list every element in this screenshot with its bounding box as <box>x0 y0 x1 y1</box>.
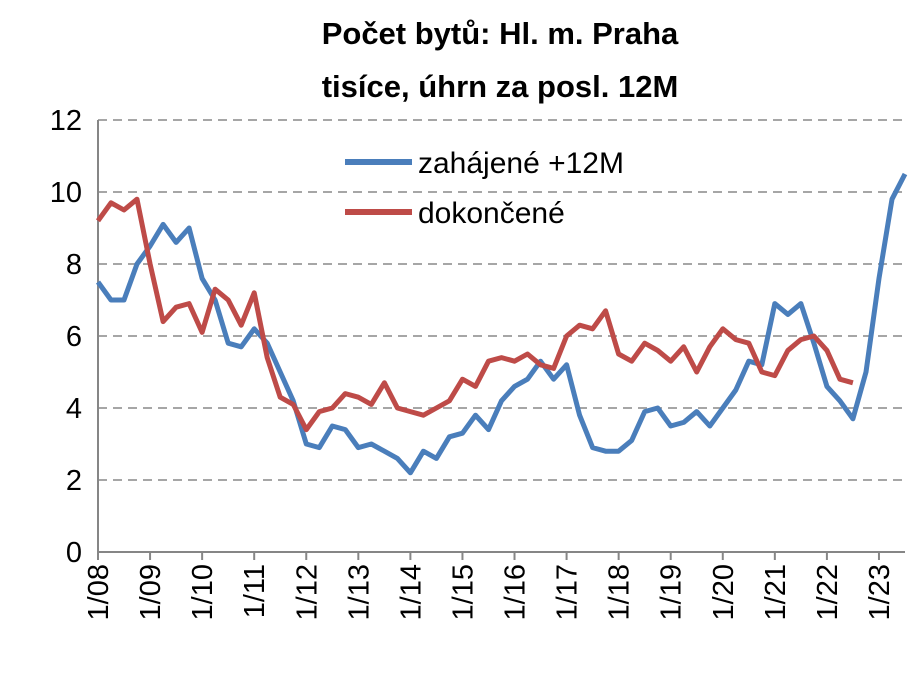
x-tick-label: 1/09 <box>135 564 167 620</box>
y-tick-label: 8 <box>66 249 82 281</box>
x-tick-label: 1/14 <box>395 564 427 620</box>
x-tick-label: 1/12 <box>291 564 323 620</box>
x-tick-label: 1/17 <box>552 564 584 620</box>
y-tick-label: 2 <box>66 465 82 497</box>
y-tick-label: 10 <box>50 177 82 209</box>
y-tick-label: 6 <box>66 321 82 353</box>
x-tick-label: 1/18 <box>604 564 636 620</box>
x-tick-label: 1/15 <box>447 564 479 620</box>
series-line <box>95 196 854 433</box>
x-tick-label: 1/08 <box>83 564 115 620</box>
chart-subtitle: tisíce, úhrn za posl. 12M <box>322 69 679 104</box>
legend-label: dokončené <box>418 197 565 230</box>
x-tick-label: 1/16 <box>500 564 532 620</box>
x-tick-label: 1/19 <box>656 564 688 620</box>
x-tick-label: 1/20 <box>708 564 740 620</box>
chart-title: Počet bytů: Hl. m. Praha <box>322 16 679 51</box>
x-tick-label: 1/21 <box>760 564 792 620</box>
x-tick-label: 1/10 <box>187 564 219 620</box>
legend-label: zahájené +12M <box>418 147 624 180</box>
y-tick-label: 12 <box>50 105 82 137</box>
y-tick-label: 0 <box>66 537 82 569</box>
x-tick-label: 1/23 <box>864 564 896 620</box>
x-tick-label: 1/22 <box>812 564 844 620</box>
y-tick-label: 4 <box>66 393 82 425</box>
x-tick-label: 1/11 <box>239 564 271 618</box>
x-tick-label: 1/13 <box>343 564 375 620</box>
series-line <box>95 172 908 476</box>
